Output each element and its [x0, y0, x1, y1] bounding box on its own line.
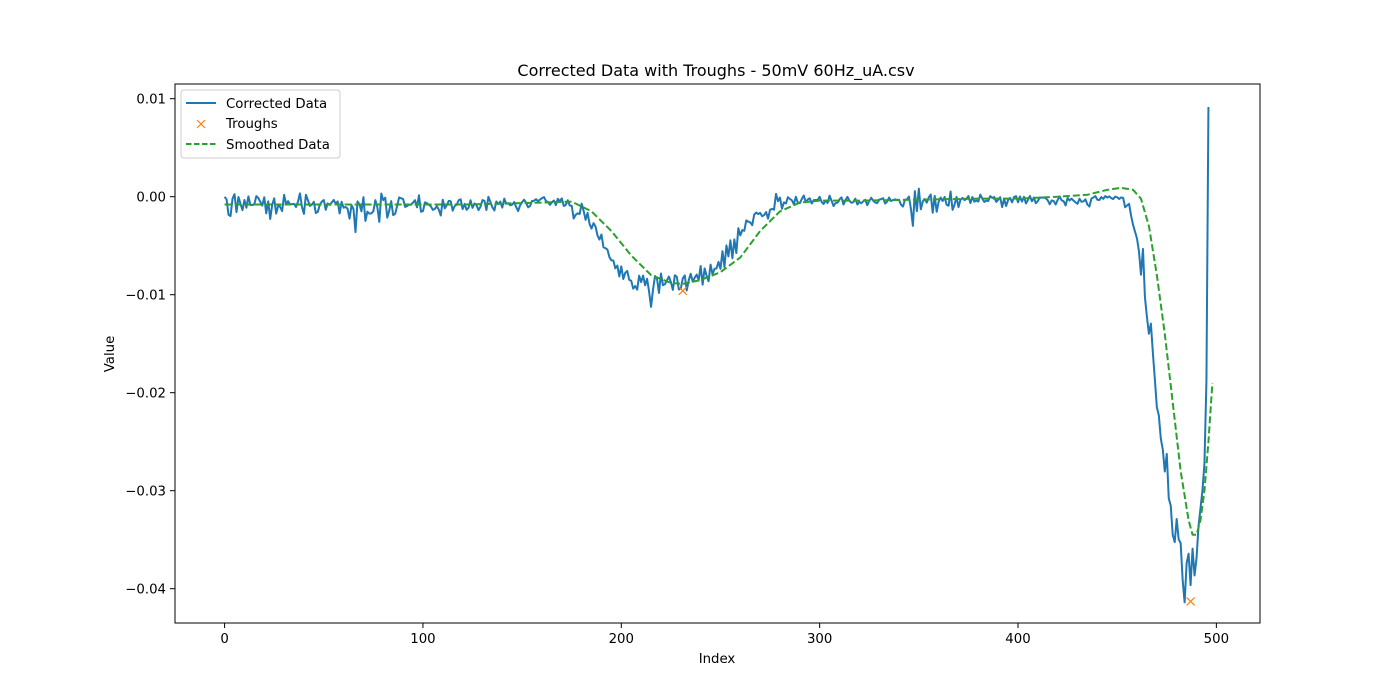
x-tick-label: 0 — [220, 632, 228, 647]
plot-area — [223, 107, 1214, 606]
x-tick-label: 200 — [609, 632, 634, 647]
axes-frame — [174, 83, 1261, 624]
x-axis: 0 100 200 300 400 500 — [220, 623, 1229, 647]
legend-label-troughs: Troughs — [225, 117, 278, 132]
legend-label-smoothed-data: Smoothed Data — [226, 138, 330, 153]
y-tick-label: −0.02 — [125, 387, 166, 402]
trough-marker — [678, 286, 688, 296]
legend-label-corrected-data: Corrected Data — [226, 97, 327, 112]
legend: Corrected Data Troughs Smoothed Data — [180, 89, 341, 159]
y-tick-label: −0.04 — [125, 583, 166, 598]
y-axis-label: Value — [103, 336, 118, 373]
legend-swatch-troughs — [196, 119, 206, 129]
y-tick-label: 0.01 — [136, 93, 166, 108]
x-tick-label: 100 — [410, 632, 435, 647]
chart-title: Corrected Data with Troughs - 50mV 60Hz_… — [517, 61, 914, 81]
x-tick-label: 400 — [1005, 632, 1030, 647]
x-tick-label: 500 — [1204, 632, 1229, 647]
y-axis: 0.01 0.00 −0.01 −0.02 −0.03 −0.04 — [125, 93, 175, 598]
y-tick-label: 0.00 — [136, 191, 166, 206]
x-tick-label: 300 — [807, 632, 832, 647]
y-tick-label: −0.01 — [125, 289, 166, 304]
trough-marker — [1186, 597, 1196, 606]
y-tick-label: −0.03 — [125, 485, 166, 500]
legend-box — [180, 89, 341, 159]
series-line-smoothed-data — [224, 186, 1214, 536]
x-axis-label: Index — [699, 652, 736, 667]
